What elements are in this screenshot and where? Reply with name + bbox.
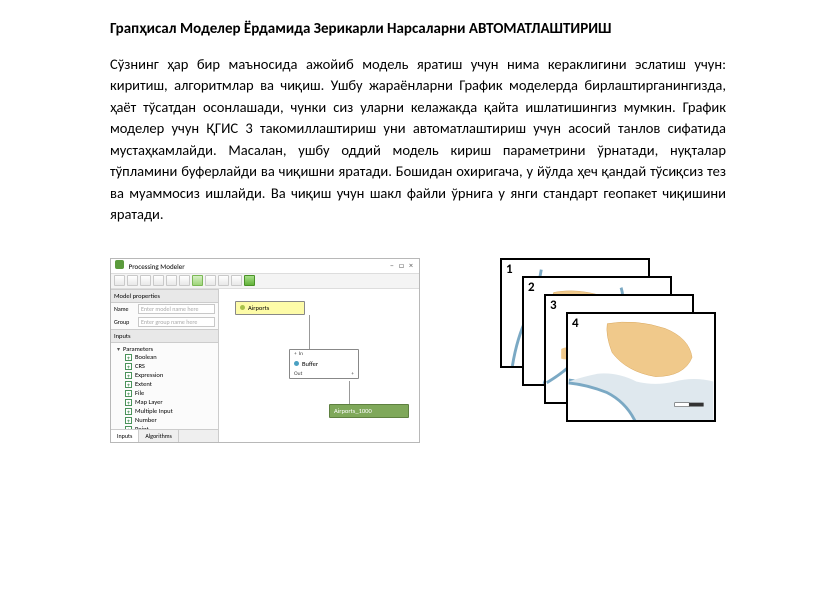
minimize-icon[interactable]: – — [388, 261, 396, 271]
tree-item-label: Number — [135, 416, 157, 424]
tree-item[interactable]: +CRS — [113, 362, 218, 371]
input-node-airports[interactable]: Airports — [235, 301, 305, 315]
tree-item[interactable]: +Map Layer — [113, 398, 218, 407]
run-button[interactable] — [244, 275, 255, 286]
page-title: Грапҳисал Моделер Ёрдамида Зерикарли Нар… — [110, 20, 726, 38]
output-node-label: Airports_1000 — [334, 407, 372, 415]
figures-row: Processing Modeler – □ × Model propertie… — [110, 258, 726, 443]
edge — [309, 315, 310, 349]
add-icon: + — [125, 354, 132, 361]
tree-item[interactable]: +Expression — [113, 371, 218, 380]
algorithm-node-label: Buffer — [302, 360, 318, 368]
tree-item-label: Multiple Input — [135, 407, 173, 415]
algorithm-icon — [294, 361, 299, 366]
add-icon: + — [125, 381, 132, 388]
input-node-label: Airports — [248, 304, 269, 312]
tree-item-label: Extent — [135, 380, 152, 388]
close-icon[interactable]: × — [407, 261, 415, 271]
toolbar-button[interactable] — [127, 275, 138, 286]
tree-item-label: Map Layer — [135, 398, 163, 406]
left-panel: Model properties Name Enter model name h… — [111, 289, 219, 442]
tree-item-label: Expression — [135, 371, 163, 379]
body-paragraph: Сўзнинг ҳар бир маъносида ажойиб модель … — [110, 54, 726, 226]
map-card: 4 — [566, 312, 716, 422]
map-stack: 1 2 3 — [500, 258, 720, 443]
add-icon: + — [125, 363, 132, 370]
toolbar-button[interactable] — [231, 275, 242, 286]
tree-item[interactable]: +Number — [113, 416, 218, 425]
tab-algorithms[interactable]: Algorithms — [139, 430, 179, 442]
tree-item[interactable]: +Boolean — [113, 353, 218, 362]
layer-icon — [240, 305, 245, 310]
tree-item[interactable]: +Extent — [113, 380, 218, 389]
group-label: Group — [114, 318, 138, 326]
maximize-icon[interactable]: □ — [397, 261, 405, 271]
window-title-text: Processing Modeler — [129, 262, 185, 271]
tree-item[interactable]: +File — [113, 389, 218, 398]
toolbar-button[interactable] — [179, 275, 190, 286]
tab-inputs[interactable]: Inputs — [111, 430, 139, 442]
toolbar-button[interactable] — [166, 275, 177, 286]
toolbar-button[interactable] — [114, 275, 125, 286]
toolbar-button[interactable] — [153, 275, 164, 286]
model-properties-header: Model properties — [111, 289, 218, 303]
map-number: 1 — [506, 262, 513, 277]
toolbar — [111, 274, 419, 289]
inputs-header: Inputs — [111, 329, 218, 343]
inputs-tree: ▾ Parameters +Boolean+CRS+Expression+Ext… — [111, 343, 218, 429]
name-input[interactable]: Enter model name here — [138, 304, 215, 314]
port-in: In — [294, 351, 354, 357]
edge — [349, 381, 350, 404]
model-canvas[interactable]: Airports In Buffer Out+ Airports_1000 — [219, 289, 419, 442]
expand-icon: ▾ — [117, 345, 120, 353]
window-titlebar: Processing Modeler – □ × — [111, 259, 419, 274]
toolbar-button[interactable] — [140, 275, 151, 286]
name-label: Name — [114, 305, 138, 313]
output-node[interactable]: Airports_1000 — [329, 404, 409, 418]
add-icon: + — [125, 408, 132, 415]
map-number: 3 — [550, 298, 557, 313]
add-icon: + — [125, 390, 132, 397]
add-icon: + — [125, 372, 132, 379]
port-out: Out+ — [294, 371, 354, 377]
add-icon: + — [125, 399, 132, 406]
tree-item-label: Boolean — [135, 353, 157, 361]
panel-tabs: Inputs Algorithms — [111, 429, 218, 442]
map-number: 2 — [528, 280, 535, 295]
toolbar-button[interactable] — [192, 275, 203, 286]
window-controls: – □ × — [388, 261, 415, 271]
tree-root-parameters[interactable]: ▾ Parameters — [113, 345, 218, 353]
toolbar-button[interactable] — [205, 275, 216, 286]
tree-item-label: CRS — [135, 362, 145, 370]
algorithm-node-buffer[interactable]: In Buffer Out+ — [289, 349, 359, 379]
group-input[interactable]: Enter group name here — [138, 317, 215, 327]
toolbar-button[interactable] — [218, 275, 229, 286]
tree-root-label: Parameters — [123, 345, 153, 353]
tree-item[interactable]: +Multiple Input — [113, 407, 218, 416]
add-icon: + — [125, 417, 132, 424]
tree-item-label: File — [135, 389, 144, 397]
qgis-icon — [115, 260, 124, 269]
map-number: 4 — [572, 316, 579, 331]
processing-modeler-window: Processing Modeler – □ × Model propertie… — [110, 258, 420, 443]
